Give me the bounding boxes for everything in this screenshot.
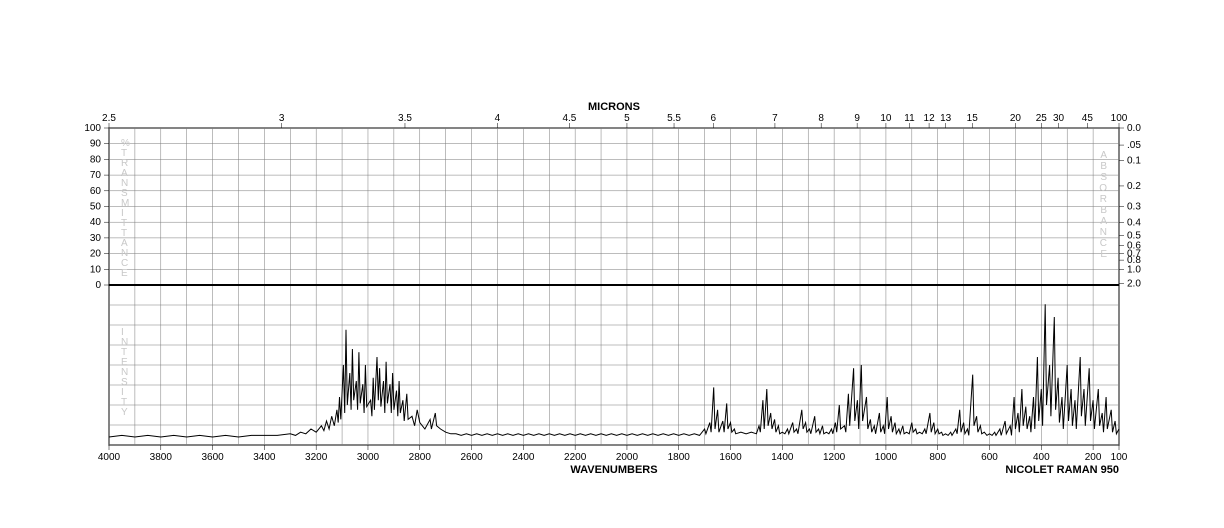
svg-text:2.5: 2.5 xyxy=(102,113,116,124)
svg-text:4.5: 4.5 xyxy=(562,113,576,124)
svg-text:2400: 2400 xyxy=(512,452,535,463)
svg-text:200: 200 xyxy=(1085,452,1102,463)
svg-text:0.1: 0.1 xyxy=(1127,155,1141,166)
svg-text:2.0: 2.0 xyxy=(1127,278,1141,289)
svg-text:N: N xyxy=(1100,227,1107,238)
svg-text:12: 12 xyxy=(924,113,936,124)
svg-text:80: 80 xyxy=(90,154,102,165)
svg-text:Y: Y xyxy=(121,407,128,418)
svg-text:20: 20 xyxy=(90,249,102,260)
svg-text:70: 70 xyxy=(90,170,102,181)
svg-text:20: 20 xyxy=(1010,113,1022,124)
svg-text:0.2: 0.2 xyxy=(1127,181,1141,192)
svg-text:E: E xyxy=(1100,249,1107,260)
svg-text:45: 45 xyxy=(1082,113,1094,124)
svg-text:2000: 2000 xyxy=(616,452,639,463)
svg-text:40: 40 xyxy=(90,217,102,228)
svg-text:60: 60 xyxy=(90,186,102,197)
chart-svg: MICRONS 2.5 3 3.5 4 4.5 5 5.5 6 7 8 9 10 11 12 13 15 20 25… xyxy=(0,0,1224,528)
svg-text:R: R xyxy=(1100,194,1107,205)
svg-text:400: 400 xyxy=(1033,452,1050,463)
svg-text:3600: 3600 xyxy=(201,452,224,463)
svg-text:4: 4 xyxy=(495,113,501,124)
svg-text:5.5: 5.5 xyxy=(667,113,681,124)
svg-text:100: 100 xyxy=(84,123,101,134)
svg-text:.05: .05 xyxy=(1127,140,1141,151)
svg-text:0.0: 0.0 xyxy=(1127,123,1141,134)
svg-text:NICOLET RAMAN 950: NICOLET RAMAN 950 xyxy=(1005,464,1119,476)
svg-text:30: 30 xyxy=(90,233,102,244)
svg-text:1800: 1800 xyxy=(668,452,691,463)
svg-text:1.0: 1.0 xyxy=(1127,264,1141,275)
svg-text:O: O xyxy=(1099,183,1107,194)
svg-text:E: E xyxy=(121,268,128,279)
svg-text:3000: 3000 xyxy=(357,452,380,463)
svg-text:50: 50 xyxy=(90,202,102,213)
svg-text:3.5: 3.5 xyxy=(398,113,412,124)
svg-text:1200: 1200 xyxy=(823,452,846,463)
spectrum-trace xyxy=(109,304,1119,437)
svg-text:B: B xyxy=(1100,161,1107,172)
spectrum-chart: MICRONS 2.5 3 3.5 4 4.5 5 5.5 6 7 8 9 10 11 12 13 15 20 25… xyxy=(0,0,1224,528)
svg-text:3400: 3400 xyxy=(253,452,276,463)
svg-text:15: 15 xyxy=(967,113,979,124)
svg-text:2800: 2800 xyxy=(409,452,432,463)
svg-text:MICRONS: MICRONS xyxy=(588,101,640,113)
svg-text:3200: 3200 xyxy=(305,452,328,463)
svg-text:600: 600 xyxy=(981,452,998,463)
svg-text:WAVENUMBERS: WAVENUMBERS xyxy=(570,464,657,476)
svg-text:8: 8 xyxy=(818,113,824,124)
svg-text:2200: 2200 xyxy=(564,452,587,463)
svg-text:25: 25 xyxy=(1036,113,1048,124)
svg-text:13: 13 xyxy=(940,113,952,124)
svg-text:800: 800 xyxy=(929,452,946,463)
svg-text:B: B xyxy=(1100,205,1107,216)
svg-text:90: 90 xyxy=(90,139,102,150)
svg-text:0.3: 0.3 xyxy=(1127,201,1141,212)
svg-text:1000: 1000 xyxy=(875,452,898,463)
svg-text:1400: 1400 xyxy=(771,452,794,463)
svg-text:S: S xyxy=(1100,172,1107,183)
svg-text:0.4: 0.4 xyxy=(1127,217,1141,228)
svg-text:A: A xyxy=(1100,216,1107,227)
svg-text:C: C xyxy=(1100,238,1107,249)
svg-text:7: 7 xyxy=(772,113,778,124)
svg-text:3: 3 xyxy=(279,113,285,124)
svg-text:4000: 4000 xyxy=(98,452,121,463)
svg-text:100: 100 xyxy=(1111,452,1128,463)
svg-text:10: 10 xyxy=(880,113,892,124)
svg-text:1600: 1600 xyxy=(719,452,742,463)
svg-text:100: 100 xyxy=(1111,113,1128,124)
svg-text:6: 6 xyxy=(710,113,716,124)
svg-text:2600: 2600 xyxy=(460,452,483,463)
svg-text:9: 9 xyxy=(854,113,860,124)
svg-text:A: A xyxy=(1100,150,1107,161)
svg-text:5: 5 xyxy=(624,113,630,124)
svg-text:11: 11 xyxy=(904,113,915,124)
svg-text:3800: 3800 xyxy=(150,452,173,463)
svg-text:10: 10 xyxy=(90,264,102,275)
svg-text:30: 30 xyxy=(1053,113,1065,124)
svg-text:0: 0 xyxy=(95,280,101,291)
